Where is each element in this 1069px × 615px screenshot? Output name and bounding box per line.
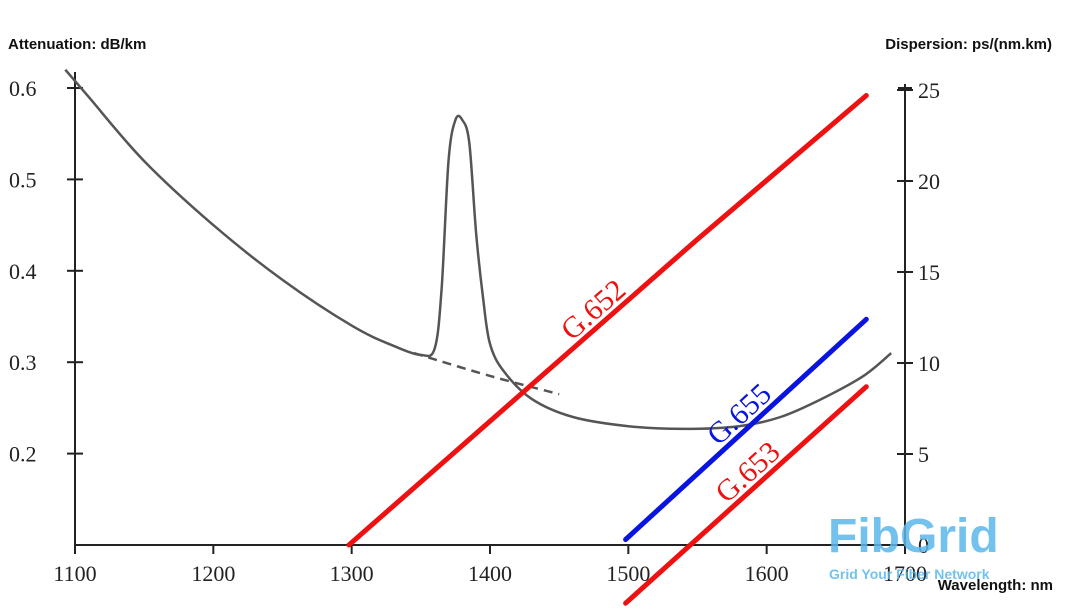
- series-line-g-652: [346, 93, 869, 548]
- x-axis-title: Wavelength: nm: [938, 577, 1053, 594]
- y-left-tick-label: 0.3: [9, 350, 37, 375]
- x-tick-label: 1100: [53, 561, 96, 586]
- watermark: FibGrid Grid Your Fiber Network: [828, 510, 999, 582]
- y-right-ticks: 0 5 10 15 20 25: [897, 78, 940, 558]
- watermark-tagline: Grid Your Fiber Network: [829, 566, 990, 582]
- x-tick-label: 1200: [191, 561, 235, 586]
- y-right-tick-label: 15: [918, 260, 940, 285]
- y-right-tick-label: 0: [918, 533, 929, 558]
- x-tick-label: 1500: [606, 561, 650, 586]
- y-right-tick-label: 10: [918, 351, 940, 376]
- y-left-tick-label: 0.2: [9, 442, 37, 467]
- x-tick-label: 1400: [468, 561, 512, 586]
- y-right-tick-label: 20: [918, 169, 940, 194]
- axes: [74, 72, 912, 546]
- watermark-brand: FibGrid: [828, 510, 999, 563]
- attenuation-dashed-curve: [413, 351, 560, 396]
- attenuation-curve: [64, 68, 893, 431]
- series-line-g-655: [623, 316, 869, 542]
- y-left-tick-label: 0.6: [9, 76, 37, 101]
- y-left-tick-label: 0.4: [9, 259, 37, 284]
- y-left-tick-label: 0.5: [9, 167, 37, 192]
- x-tick-label: 1300: [330, 561, 374, 586]
- x-ticks: 1100 1200 1300 1400 1500 1600 1700: [53, 545, 927, 586]
- y-right-axis-title: Dispersion: ps/(nm.km): [885, 36, 1052, 53]
- x-tick-label: 1600: [745, 561, 789, 586]
- y-right-tick-label: 25: [918, 78, 940, 103]
- y-left-ticks: 0.2 0.3 0.4 0.5 0.6: [9, 76, 83, 467]
- y-right-tick-label: 5: [918, 442, 929, 467]
- x-tick-label: 1700: [883, 561, 927, 586]
- series-line-g-653: [623, 384, 869, 606]
- y-left-axis-title: Attenuation: dB/km: [8, 36, 146, 53]
